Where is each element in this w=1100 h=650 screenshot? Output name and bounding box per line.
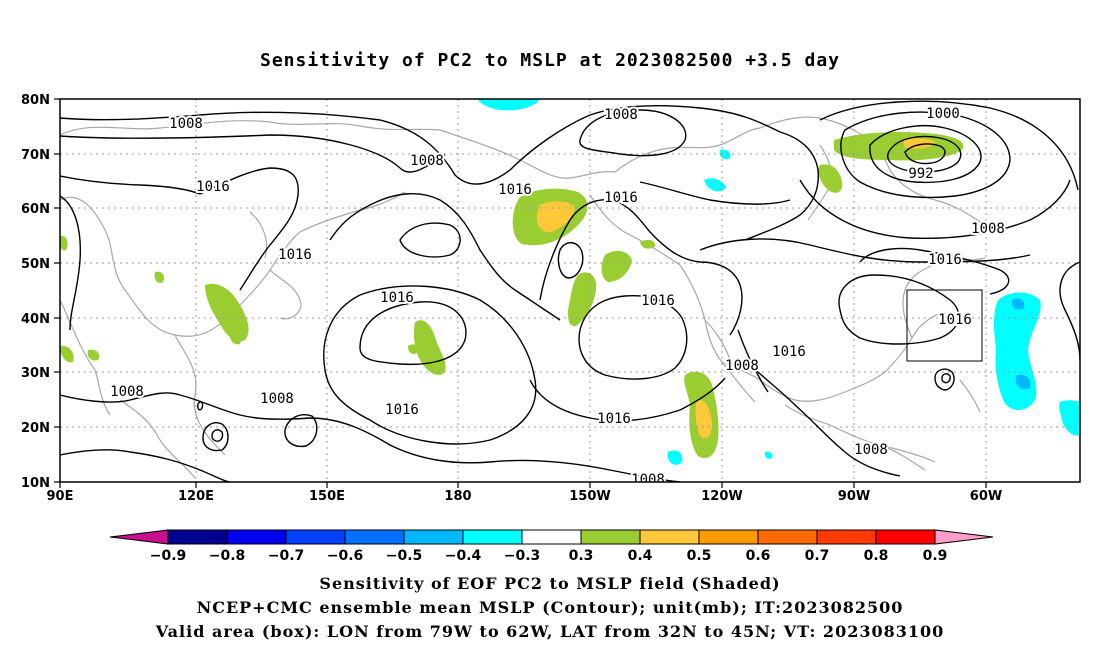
contour-label: 1008 [110, 384, 144, 400]
colorbar-swatch [580, 529, 641, 545]
axis-ticks [54, 98, 987, 488]
contour-label: 1016 [604, 190, 638, 206]
footer-line-1: Sensitivity of EOF PC2 to MSLP field (Sh… [319, 574, 781, 593]
lon-label: 150W [569, 489, 610, 504]
colorbar-high-end [934, 529, 994, 545]
lon-label: 150E [309, 489, 345, 504]
lat-label: 30N [21, 366, 50, 381]
colorbar-label: −0.8 [209, 548, 246, 564]
colorbar-label: −0.9 [150, 548, 187, 564]
plot-frame [59, 98, 1081, 483]
colorbar-swatch [875, 529, 936, 545]
lat-label: 20N [21, 421, 50, 436]
contour-label: 1016 [196, 179, 230, 195]
lat-label: 70N [21, 148, 50, 163]
colorbar-low-end [109, 529, 169, 545]
colorbar-swatch [285, 529, 346, 545]
lon-label: 60W [970, 489, 1002, 504]
map-title: Sensitivity of PC2 to MSLP at 2023082500… [259, 50, 840, 71]
colorbar-swatch [816, 529, 877, 545]
lat-label: 50N [21, 257, 50, 272]
colorbar-label: 0.6 [746, 548, 771, 564]
colorbar-swatch [344, 529, 405, 545]
colorbar-label: 0.3 [569, 548, 594, 564]
colorbar-swatch [403, 529, 464, 545]
lat-label: 80N [21, 93, 50, 108]
lon-label: 120E [178, 489, 214, 504]
lat-label: 10N [21, 476, 50, 491]
contour-label: 992 [908, 166, 933, 182]
lon-label: 180 [444, 489, 471, 504]
colorbar-label: 0.4 [628, 548, 653, 564]
colorbar-label: 0.9 [923, 548, 948, 564]
contour-label: 1016 [498, 182, 532, 198]
colorbar-label: −0.6 [327, 548, 364, 564]
colorbar: −0.9 −0.8 −0.7 −0.6 −0.5 −0.4 −0.3 0.3 0.4 0.5 0.6… [109, 529, 994, 564]
colorbar-label: 0.5 [687, 548, 712, 564]
contour-label: 1008 [631, 472, 665, 488]
contour-label: 1016 [380, 290, 414, 306]
contour-label: 1016 [928, 252, 962, 268]
contour-label: 1008 [260, 391, 294, 407]
colorbar-label: 0.8 [864, 548, 889, 564]
sensitivity-shading [60, 99, 1080, 465]
colorbar-swatch [462, 529, 523, 545]
contour-label: 1008 [410, 153, 444, 169]
contour-label: 1016 [772, 344, 806, 360]
colorbar-label: 0.7 [805, 548, 830, 564]
lon-label: 90E [47, 489, 74, 504]
contour-label: 1016 [641, 293, 675, 309]
colorbar-label: −0.4 [445, 548, 482, 564]
colorbar-swatch [698, 529, 759, 545]
lon-label: 120W [701, 489, 742, 504]
lat-label: 60N [21, 202, 50, 217]
colorbar-label: −0.3 [504, 548, 541, 564]
lon-label: 90W [838, 489, 870, 504]
contour-label: 1016 [278, 247, 312, 263]
valid-area-box [906, 289, 983, 362]
contour-label: 1016 [385, 402, 419, 418]
graticule [60, 99, 1080, 482]
contour-label: 1008 [854, 442, 888, 458]
contour-label: 1008 [604, 107, 638, 123]
footer-line-2: NCEP+CMC ensemble mean MSLP (Contour); u… [196, 598, 904, 617]
contour-label: 1000 [926, 106, 960, 122]
contour-label: 1008 [169, 116, 203, 132]
contour-label: 1016 [938, 312, 972, 328]
lat-label: 40N [21, 312, 50, 327]
colorbar-label: −0.5 [386, 548, 423, 564]
colorbar-swatch [521, 529, 582, 545]
footer-line-3: Valid area (box): LON from 79W to 62W, L… [155, 622, 945, 641]
colorbar-swatch [167, 529, 228, 545]
contour-label: 1008 [725, 358, 759, 374]
colorbar-swatch [639, 529, 700, 545]
contour-label: 1008 [971, 221, 1005, 237]
colorbar-label: −0.7 [268, 548, 305, 564]
colorbar-swatch [757, 529, 818, 545]
mslp-contours [60, 100, 1080, 482]
contour-label: 1016 [597, 411, 631, 427]
colorbar-swatch [226, 529, 287, 545]
